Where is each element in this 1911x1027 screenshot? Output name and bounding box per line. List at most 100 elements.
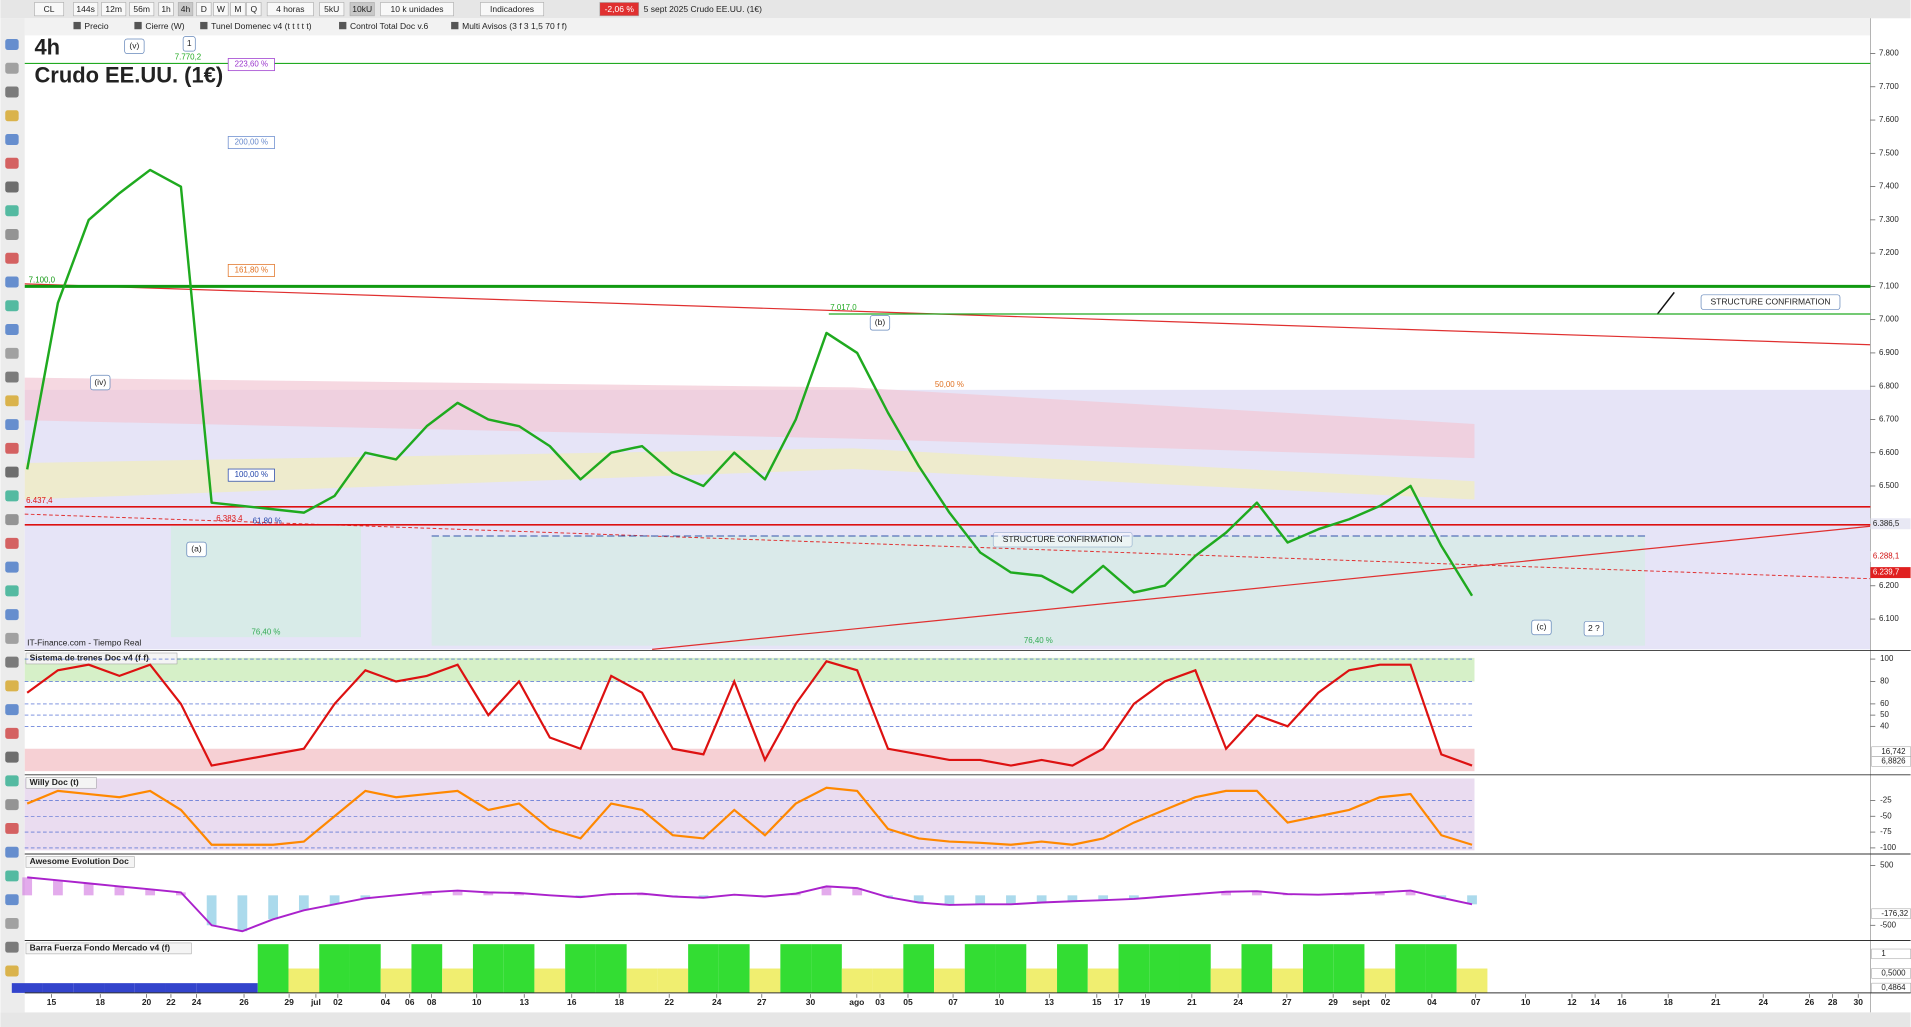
toolbar-button[interactable] — [266, 2, 314, 17]
tool-icon[interactable] — [5, 419, 19, 431]
toolbar-label[interactable]: Q — [250, 4, 257, 14]
legend-checkbox[interactable] — [339, 21, 347, 30]
annotation: (c) — [1537, 622, 1547, 632]
histogram-bar — [1221, 891, 1231, 896]
toolbar-button[interactable] — [380, 2, 454, 17]
toolbar-button[interactable] — [73, 2, 99, 17]
tool-icon[interactable] — [5, 157, 19, 169]
legend-item[interactable]: Multi Avisos (3 f 3 1,5 70 f f) — [462, 21, 567, 31]
toolbar-button[interactable] — [129, 2, 155, 17]
tool-icon[interactable] — [5, 347, 19, 359]
legend-checkbox[interactable] — [73, 21, 81, 30]
tool-icon[interactable] — [5, 252, 19, 264]
toolbar-button[interactable] — [480, 2, 545, 17]
tool-icon[interactable] — [5, 38, 19, 50]
tool-icon[interactable] — [5, 395, 19, 407]
tool-icon[interactable] — [5, 775, 19, 787]
toolbar-label[interactable]: 12m — [105, 4, 122, 14]
strength-bar — [995, 944, 1027, 993]
toolbar-label[interactable]: 10kU — [352, 4, 372, 14]
annotation-box — [869, 315, 891, 331]
tool-icon[interactable] — [5, 442, 19, 454]
tool-icon[interactable] — [5, 799, 19, 811]
toolbar-button[interactable] — [34, 2, 65, 17]
tool-icon[interactable] — [5, 324, 19, 336]
fib-box — [227, 136, 275, 149]
toolbar-label[interactable]: Indicadores — [490, 4, 534, 14]
x-tick-label: 15 — [47, 997, 57, 1007]
tool-icon[interactable] — [5, 751, 19, 763]
tool-icon[interactable] — [5, 466, 19, 478]
y-tick-label: -75 — [1880, 827, 1892, 836]
toolbar-button[interactable] — [230, 2, 246, 17]
x-tick-label: 22 — [664, 997, 674, 1007]
legend-checkbox[interactable] — [134, 21, 142, 30]
toolbar-button[interactable] — [599, 2, 640, 17]
tool-icon[interactable] — [5, 585, 19, 597]
toolbar-label[interactable]: 56m — [133, 4, 150, 14]
tool-icon[interactable] — [5, 276, 19, 288]
tool-icon[interactable] — [5, 846, 19, 858]
toolbar-label[interactable]: 1h — [161, 4, 171, 14]
legend-checkbox[interactable] — [200, 21, 208, 30]
toolbar-button[interactable] — [196, 2, 212, 17]
tool-icon[interactable] — [5, 300, 19, 312]
x-tick-label: 05 — [903, 997, 913, 1007]
toolbar-button[interactable] — [246, 2, 262, 17]
tool-icon[interactable] — [5, 537, 19, 549]
tool-icon[interactable] — [5, 561, 19, 573]
toolbar-label[interactable]: 10 k unidades — [391, 4, 444, 14]
toolbar-label[interactable]: M — [234, 4, 241, 14]
tool-icon[interactable] — [5, 941, 19, 953]
level-label: 6.437,4 — [26, 496, 53, 505]
legend-item[interactable]: Control Total Doc v.6 — [350, 21, 429, 31]
tool-icon[interactable] — [5, 490, 19, 502]
toolbar-label[interactable]: 4h — [181, 4, 191, 14]
toolbar-label[interactable]: 5kU — [324, 4, 339, 14]
legend-item[interactable]: Tunel Domenec v4 (t t t t t) — [211, 21, 312, 31]
tool-icon[interactable] — [5, 110, 19, 122]
tool-icon[interactable] — [5, 965, 19, 977]
y-tick-label: 6.800 — [1879, 381, 1899, 390]
scrollbar[interactable] — [0, 1012, 1911, 1027]
tool-icon[interactable] — [5, 727, 19, 739]
tool-icon[interactable] — [5, 870, 19, 882]
tool-icon[interactable] — [5, 680, 19, 692]
tool-icon[interactable] — [5, 86, 19, 98]
tool-icon[interactable] — [5, 181, 19, 193]
tool-icon[interactable] — [5, 917, 19, 929]
toolbar-button[interactable] — [158, 2, 174, 17]
toolbar-button[interactable] — [177, 2, 194, 17]
toolbar-label[interactable]: 4 horas — [276, 4, 304, 14]
x-tick-label: 13 — [1045, 997, 1055, 1007]
legend-item[interactable]: Precio — [84, 21, 108, 31]
toolbar-label[interactable]: 144s — [76, 4, 94, 14]
tool-icon[interactable] — [5, 632, 19, 644]
tool-icon[interactable] — [5, 656, 19, 668]
tool-icon[interactable] — [5, 62, 19, 74]
tool-icon[interactable] — [5, 514, 19, 526]
histogram-bar — [852, 888, 863, 896]
toolbar-label[interactable]: D — [201, 4, 207, 14]
toolbar-label[interactable]: W — [217, 4, 226, 14]
oversold-zone — [24, 748, 1475, 772]
tool-icon[interactable] — [5, 894, 19, 906]
tool-icon[interactable] — [5, 609, 19, 621]
tool-icon[interactable] — [5, 704, 19, 716]
legend-item[interactable]: Cierre (W) — [145, 21, 184, 31]
toolbar-button[interactable] — [213, 2, 229, 17]
toolbar-button[interactable] — [349, 2, 375, 17]
toolbar-label[interactable]: -2,06 % — [605, 4, 635, 14]
legend-checkbox[interactable] — [451, 21, 459, 30]
toolbar-button[interactable] — [101, 2, 127, 17]
tool-icon[interactable] — [5, 205, 19, 217]
oscillator-line — [26, 660, 1473, 767]
toolbar-label[interactable]: CL — [44, 4, 55, 14]
toolbar-button[interactable] — [319, 2, 345, 17]
tool-icon[interactable] — [5, 134, 19, 145]
tool-icon[interactable] — [5, 229, 19, 240]
y-tick-label: -500 — [1880, 920, 1896, 929]
tool-icon[interactable] — [5, 822, 19, 834]
tool-icon[interactable] — [5, 371, 19, 383]
